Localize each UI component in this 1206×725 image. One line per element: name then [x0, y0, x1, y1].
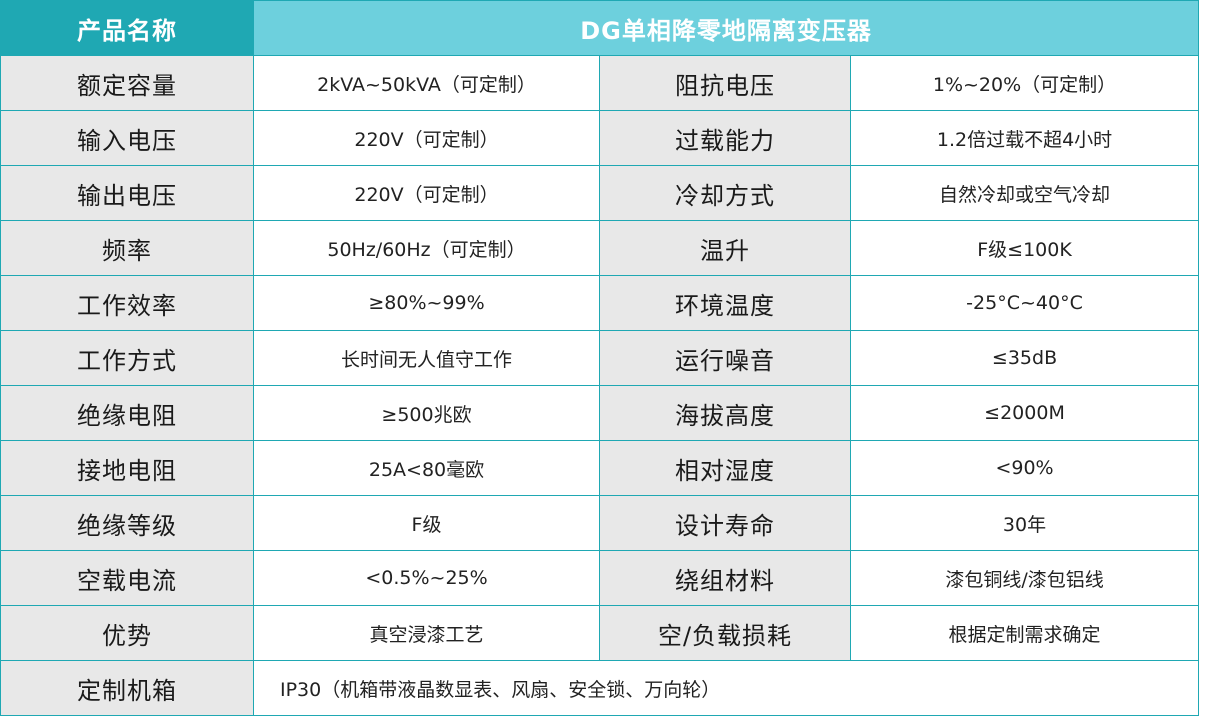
- spec-label: 海拔高度: [599, 385, 851, 441]
- spec-value: F级: [253, 495, 600, 551]
- table-row: 频率 50Hz/60Hz（可定制） 温升 F级≤100K: [0, 220, 1200, 276]
- header-label: 产品名称: [0, 0, 254, 56]
- spec-label: 绝缘电阻: [0, 385, 254, 441]
- table-row-last: 定制机箱 IP30（机箱带液晶数显表、风扇、安全锁、万向轮）: [0, 660, 1200, 716]
- spec-value: 长时间无人值守工作: [253, 330, 600, 386]
- table-row: 绝缘等级 F级 设计寿命 30年: [0, 495, 1200, 551]
- spec-value: ≤35dB: [849, 330, 1200, 386]
- spec-label: 工作方式: [0, 330, 254, 386]
- table-row: 输入电压 220V（可定制） 过载能力 1.2倍过载不超4小时: [0, 110, 1200, 166]
- header-title: DG单相降零地隔离变压器: [252, 0, 1200, 56]
- table-row: 接地电阻 25A<80毫欧 相对湿度 <90%: [0, 440, 1200, 496]
- spec-value: <90%: [849, 440, 1200, 496]
- spec-value: 真空浸漆工艺: [253, 605, 600, 661]
- spec-label: 优势: [0, 605, 254, 661]
- spec-label: 温升: [599, 220, 851, 276]
- spec-value: 1.2倍过载不超4小时: [849, 110, 1200, 166]
- table-header-row: 产品名称 DG单相降零地隔离变压器: [0, 0, 1200, 56]
- table-row: 优势 真空浸漆工艺 空/负载损耗 根据定制需求确定: [0, 605, 1200, 661]
- spec-value: 220V（可定制）: [253, 110, 600, 166]
- spec-value: ≥80%~99%: [253, 275, 600, 331]
- spec-label: 相对湿度: [599, 440, 851, 496]
- spec-label: 工作效率: [0, 275, 254, 331]
- spec-label: 额定容量: [0, 55, 254, 111]
- spec-label: 过载能力: [599, 110, 851, 166]
- spec-value: 50Hz/60Hz（可定制）: [253, 220, 600, 276]
- spec-label: 输入电压: [0, 110, 254, 166]
- spec-label: 绕组材料: [599, 550, 851, 606]
- table-row: 绝缘电阻 ≥500兆欧 海拔高度 ≤2000M: [0, 385, 1200, 441]
- spec-value-cabinet: IP30（机箱带液晶数显表、风扇、安全锁、万向轮）: [252, 660, 1200, 716]
- spec-label-cabinet: 定制机箱: [0, 660, 254, 716]
- spec-label: 环境温度: [599, 275, 851, 331]
- spec-value: -25°C~40°C: [849, 275, 1200, 331]
- spec-value: ≤2000M: [849, 385, 1200, 441]
- spec-value: 25A<80毫欧: [253, 440, 600, 496]
- spec-label: 运行噪音: [599, 330, 851, 386]
- spec-label: 输出电压: [0, 165, 254, 221]
- table-row: 输出电压 220V（可定制） 冷却方式 自然冷却或空气冷却: [0, 165, 1200, 221]
- table-row: 空载电流 <0.5%~25% 绕组材料 漆包铜线/漆包铝线: [0, 550, 1200, 606]
- spec-label: 阻抗电压: [599, 55, 851, 111]
- table-row: 额定容量 2kVA~50kVA（可定制） 阻抗电压 1%~20%（可定制）: [0, 55, 1200, 111]
- spec-value: 漆包铜线/漆包铝线: [849, 550, 1200, 606]
- spec-value: F级≤100K: [849, 220, 1200, 276]
- spec-label: 频率: [0, 220, 254, 276]
- spec-value: <0.5%~25%: [253, 550, 600, 606]
- spec-value: 根据定制需求确定: [849, 605, 1200, 661]
- spec-label: 冷却方式: [599, 165, 851, 221]
- table-row: 工作效率 ≥80%~99% 环境温度 -25°C~40°C: [0, 275, 1200, 331]
- spec-value: 220V（可定制）: [253, 165, 600, 221]
- spec-label: 空载电流: [0, 550, 254, 606]
- spec-value: 1%~20%（可定制）: [849, 55, 1200, 111]
- spec-value: ≥500兆欧: [253, 385, 600, 441]
- spec-value: 30年: [849, 495, 1200, 551]
- spec-label: 绝缘等级: [0, 495, 254, 551]
- spec-value: 自然冷却或空气冷却: [849, 165, 1200, 221]
- spec-value: 2kVA~50kVA（可定制）: [253, 55, 600, 111]
- spec-label: 接地电阻: [0, 440, 254, 496]
- spec-label: 空/负载损耗: [599, 605, 851, 661]
- spec-label: 设计寿命: [599, 495, 851, 551]
- table-row: 工作方式 长时间无人值守工作 运行噪音 ≤35dB: [0, 330, 1200, 386]
